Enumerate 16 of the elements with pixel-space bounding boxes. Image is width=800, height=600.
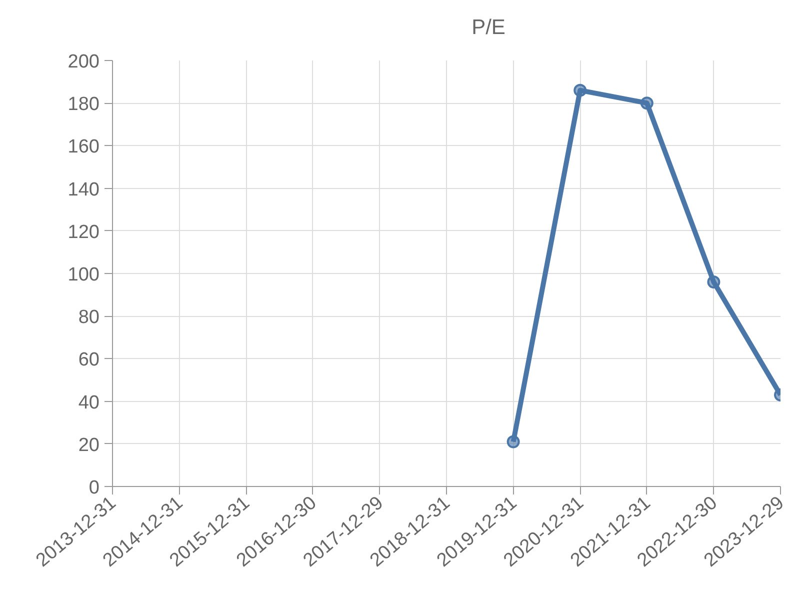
y-tick-label: 200 bbox=[68, 52, 100, 72]
point bbox=[506, 435, 520, 448]
y-tick-label: 180 bbox=[68, 94, 100, 116]
y-tick-label: 120 bbox=[68, 222, 100, 243]
y-tick-label: 100 bbox=[68, 264, 100, 286]
point bbox=[640, 96, 654, 110]
y-tick-label: 20 bbox=[78, 434, 100, 456]
point bbox=[574, 84, 587, 97]
y-tick-label: 160 bbox=[68, 136, 100, 158]
point bbox=[707, 276, 720, 289]
text: P/E bbox=[472, 16, 506, 40]
y-tick-label: 80 bbox=[78, 307, 100, 328]
y-tick-label: 0 bbox=[88, 478, 100, 498]
y-tick-label: 140 bbox=[68, 179, 100, 200]
y-tick-label: 60 bbox=[78, 350, 100, 371]
y-tick-label: 40 bbox=[78, 392, 100, 414]
